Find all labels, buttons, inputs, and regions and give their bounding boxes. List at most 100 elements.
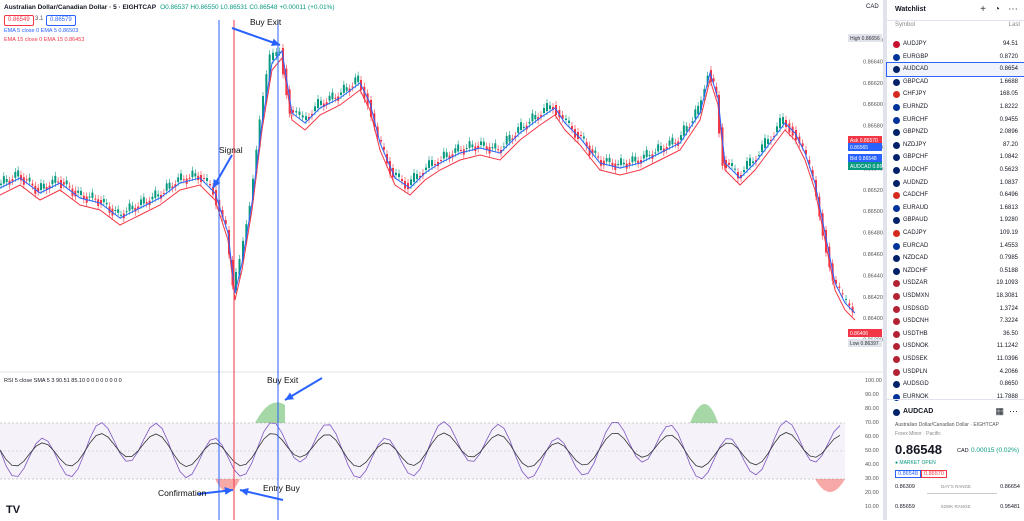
buy-price-box[interactable]: 0.86579	[46, 15, 76, 26]
col-last[interactable]: Last	[1008, 22, 1020, 28]
candle-body	[517, 127, 520, 133]
watchlist-row[interactable]: USDTHB 36.50	[887, 328, 1024, 341]
watchlist-row[interactable]: NZDJPY 87.20	[887, 139, 1024, 152]
arrow-buy-exit	[231, 27, 281, 46]
watchlist-row[interactable]: USDSGD 1.3724	[887, 303, 1024, 316]
flag-icon	[893, 91, 900, 99]
panel-divider[interactable]	[883, 0, 887, 520]
candle-body	[380, 140, 382, 142]
candle-body	[582, 136, 585, 139]
watchlist-row[interactable]: EURCAD 1.4553	[887, 240, 1024, 253]
row-symbol: EURAUD	[903, 204, 929, 211]
watchlist-row[interactable]: EURCHF 0.9455	[887, 114, 1024, 127]
arrow-rsi-exit-head	[285, 392, 294, 400]
tradingview-logo[interactable]: TV	[6, 504, 21, 516]
candle-body	[770, 140, 772, 142]
watchlist-row[interactable]: GBPAUD 1.9280	[887, 214, 1024, 227]
price-tick: 0.86520	[863, 188, 883, 194]
watchlist-row[interactable]: AUDCAD 0.8654	[886, 62, 1024, 78]
row-symbol: CADCHF	[903, 192, 928, 199]
sell-price-box[interactable]: 0.86549	[4, 15, 34, 26]
candle-body	[28, 177, 31, 182]
candle-body	[637, 160, 640, 164]
candle-body	[471, 144, 474, 148]
candle-body	[265, 74, 268, 100]
symbol-title[interactable]: Australian Dollar/Canadian Dollar · 5 · …	[4, 4, 157, 11]
watchlist-row[interactable]: AUDJPY 94.51	[887, 38, 1024, 51]
watchlist-row[interactable]: EURNOK 11.7888	[887, 391, 1024, 404]
detail-exchange: Forex Minor · Pacific	[895, 431, 941, 437]
watchlist-row[interactable]: EURGBP 0.8720	[887, 51, 1024, 64]
watchlist-row[interactable]: GBPCAD 1.6688	[887, 76, 1024, 89]
watchlist-row[interactable]: USDMXN 18.3081	[887, 290, 1024, 303]
candle-body	[125, 211, 128, 213]
row-last: 1.0837	[999, 179, 1018, 186]
watchlist-row[interactable]: USDNOK 11.1242	[887, 340, 1024, 353]
watchlist-row[interactable]: EURAUD 1.6813	[887, 202, 1024, 215]
watchlist-row[interactable]: USDSEK 11.0396	[887, 353, 1024, 366]
candle-body	[317, 99, 319, 108]
watchlist-row[interactable]: USDPLN 4.2066	[887, 366, 1024, 379]
candle-body	[298, 111, 301, 115]
symbol-tag	[848, 162, 882, 170]
annotation-buy-exit-top: Buy Exit	[250, 17, 282, 27]
watchlist-row[interactable]: AUDSGD 0.8650	[887, 378, 1024, 391]
watchlist-title[interactable]: Watchlist	[895, 6, 926, 13]
candle-body	[520, 122, 522, 130]
candle-body	[42, 183, 45, 189]
row-symbol: NZDCAD	[903, 255, 928, 262]
candle-body	[502, 146, 505, 148]
add-symbol-icon[interactable]: +	[980, 4, 986, 15]
candle-body	[354, 77, 357, 85]
ema15-legend[interactable]: EMA 15 close 0 EMA 15 0.86453	[4, 37, 85, 43]
rsi-legend[interactable]: RSI 5 close SMA 5 3 90.51 85.10 0 0 0 0 …	[4, 378, 122, 384]
watchlist-row[interactable]: AUDCHF 0.5623	[887, 164, 1024, 177]
candle-body	[194, 173, 197, 177]
annotation-signal: Signal	[219, 145, 243, 155]
candle-body	[314, 106, 316, 111]
candle-body	[694, 109, 697, 119]
watchlist-row[interactable]: NZDCAD 0.7985	[887, 252, 1024, 265]
more-icon[interactable]: ⋯	[1009, 406, 1018, 416]
row-last: 19.1093	[996, 280, 1018, 287]
row-symbol: AUDCHF	[903, 167, 928, 173]
candle-body	[68, 186, 71, 188]
candle-body	[491, 147, 494, 149]
candle-body	[808, 160, 811, 165]
candle-body	[660, 145, 662, 150]
clock-icon[interactable]: ◔	[993, 4, 1000, 15]
watchlist-row[interactable]: GBPNZD 2.0896	[887, 126, 1024, 139]
candle-body	[320, 100, 322, 105]
chart-area[interactable]: Australian Dollar/Canadian Dollar · 5 · …	[0, 0, 883, 520]
row-symbol: EURNOK	[903, 393, 929, 400]
watchlist-row[interactable]: AUDNZD 1.0837	[887, 177, 1024, 190]
candle-body	[37, 187, 40, 192]
bid-tag-text: Bid 0.86548	[850, 156, 877, 162]
more-icon[interactable]: ⋯	[1008, 4, 1018, 15]
watchlist-row[interactable]: NZDCHF 0.5188	[887, 265, 1024, 278]
candle-body	[351, 86, 354, 88]
candle-body	[715, 86, 718, 94]
annotation-buy-exit-rsi: Buy Exit	[267, 375, 299, 385]
rsi-overbought-fill	[690, 404, 718, 423]
candle-body	[743, 170, 745, 172]
ema5-legend[interactable]: EMA 5 close 0 EMA 5 0.86503	[4, 28, 79, 34]
candle-body	[451, 154, 454, 158]
candle-body	[597, 156, 600, 158]
candle-body	[157, 194, 160, 197]
col-symbol[interactable]: Symbol	[895, 22, 916, 28]
row-last: 18.3081	[996, 293, 1018, 299]
price-tick: 0.86480	[863, 231, 883, 237]
watchlist-row[interactable]: EURNZD 1.8222	[887, 101, 1024, 114]
watchlist-row[interactable]: CADJPY 109.19	[887, 227, 1024, 240]
watchlist-row[interactable]: CADCHF 0.6496	[887, 189, 1024, 202]
detail-ask[interactable]: 0.86570	[921, 470, 947, 478]
detail-bid[interactable]: 0.86548	[895, 470, 921, 478]
layout-icon[interactable]: ▦	[995, 406, 1004, 416]
candle-body	[494, 143, 497, 149]
watchlist-row[interactable]: GBPCHF 1.0842	[887, 151, 1024, 164]
low-ema-tag	[848, 329, 882, 337]
watchlist-row[interactable]: USDZAR 19.1093	[887, 277, 1024, 290]
watchlist-row[interactable]: CHFJPY 168.05	[887, 88, 1024, 101]
watchlist-row[interactable]: USDCNH 7.3224	[887, 315, 1024, 328]
